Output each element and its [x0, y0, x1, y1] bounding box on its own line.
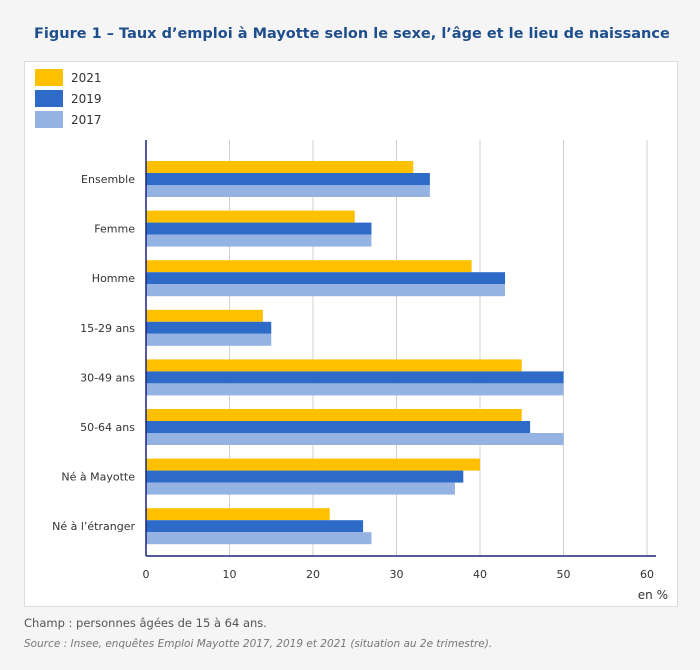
category-label-5: 50-64 ans [80, 421, 135, 434]
category-label-0: Ensemble [81, 173, 135, 186]
legend-label-2019: 2019 [71, 92, 102, 106]
bar-2017-3 [146, 333, 272, 346]
x-tick-label-30: 30 [390, 568, 404, 581]
bar-2017-7 [146, 532, 372, 545]
legend-swatch-2019 [35, 90, 63, 107]
bar-2019-7 [146, 520, 364, 533]
legend-label-2021: 2021 [71, 71, 102, 85]
bar-2017-6 [146, 482, 455, 495]
bar-2017-1 [146, 234, 372, 247]
x-tick-label-50: 50 [557, 568, 571, 581]
legend-swatch-2017 [35, 111, 63, 128]
bar-2017-4 [146, 383, 564, 396]
figure-source: Source : Insee, enquêtes Emploi Mayotte … [24, 638, 493, 650]
figure-title: Figure 1 – Taux d’emploi à Mayotte selon… [34, 26, 670, 42]
bar-2019-1 [146, 222, 372, 235]
bar-2021-3 [146, 309, 263, 322]
bar-2021-7 [146, 508, 330, 521]
bar-2019-2 [146, 272, 506, 285]
bar-2019-5 [146, 421, 531, 433]
bar-2021-4 [146, 359, 522, 372]
bar-2017-0 [146, 185, 430, 197]
legend-label-2017: 2017 [71, 113, 102, 127]
category-label-2: Homme [92, 272, 135, 285]
bar-2021-1 [146, 210, 355, 223]
x-tick-label-10: 10 [223, 568, 237, 581]
bar-2021-0 [146, 161, 414, 173]
x-tick-label-40: 40 [473, 568, 487, 581]
category-label-7: Né à l’étranger [52, 520, 135, 533]
figure-note: Champ : personnes âgées de 15 à 64 ans. [24, 616, 267, 630]
bar-2019-4 [146, 371, 564, 384]
bar-2017-5 [146, 433, 564, 445]
category-label-6: Né à Mayotte [61, 471, 135, 484]
x-tick-label-60: 60 [640, 568, 654, 581]
legend-swatch-2021 [35, 69, 63, 86]
bar-chart: 2021 2019 2017 Ensemble Femme Homme 15-29 ans 3… [35, 69, 668, 602]
bar-2021-2 [146, 260, 472, 273]
bar-2019-0 [146, 173, 430, 185]
category-label-3: 15-29 ans [80, 322, 135, 335]
bar-2019-6 [146, 470, 464, 483]
x-unit-label: en % [638, 588, 668, 602]
bar-2021-6 [146, 458, 480, 471]
x-tick-label-20: 20 [306, 568, 320, 581]
chart-container: 2021 2019 2017 Ensemble Femme Homme 15-29 ans 3… [24, 61, 678, 607]
bar-2019-3 [146, 321, 272, 334]
bar-2017-2 [146, 284, 506, 297]
bar-2021-5 [146, 409, 522, 421]
category-label-1: Femme [94, 223, 135, 236]
x-tick-label-0: 0 [143, 568, 150, 581]
category-label-4: 30-49 ans [80, 371, 135, 384]
